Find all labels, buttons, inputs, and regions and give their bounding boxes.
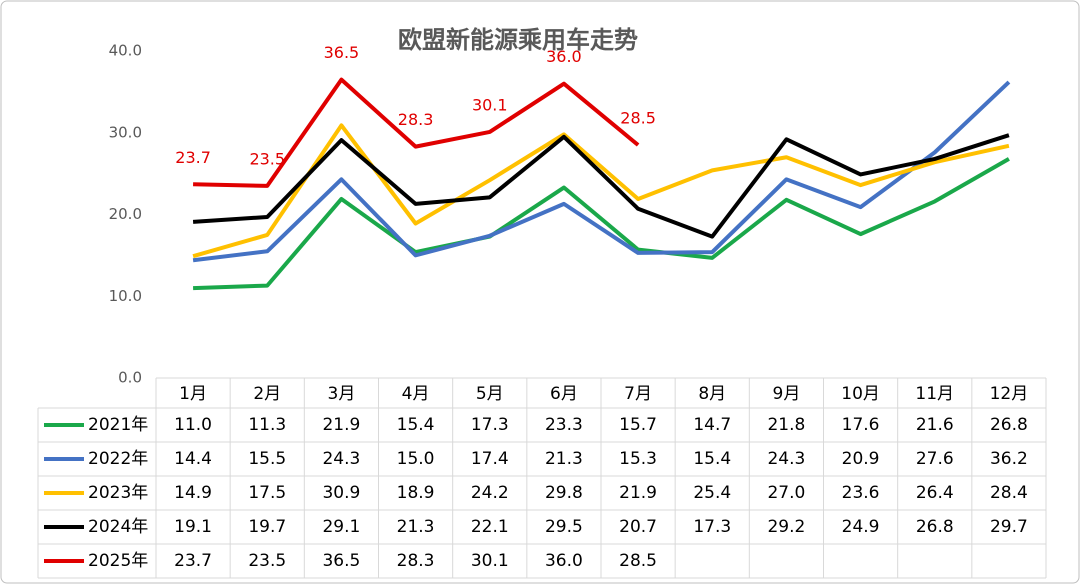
y-tick-label: 40.0 — [109, 42, 142, 60]
table-cell: 21.9 — [322, 415, 360, 435]
table-cell: 25.4 — [693, 483, 731, 503]
table-cell: 24.2 — [471, 483, 509, 503]
legend-label: 2025年 — [88, 551, 148, 571]
x-tick-label: 6月 — [550, 384, 578, 404]
table-cell: 17.3 — [471, 415, 509, 435]
table-cell: 19.1 — [174, 517, 212, 537]
table-cell: 22.1 — [471, 517, 509, 537]
data-label: 23.7 — [175, 148, 211, 167]
table-cell: 21.8 — [767, 415, 805, 435]
data-label: 30.1 — [472, 95, 508, 114]
x-tick-label: 9月 — [773, 384, 801, 404]
data-label: 28.3 — [398, 110, 434, 129]
series-line — [193, 157, 1010, 291]
table-cell: 23.3 — [545, 415, 583, 435]
x-tick-label: 3月 — [328, 384, 356, 404]
table-cell: 14.4 — [174, 449, 212, 469]
data-label: 23.5 — [249, 149, 285, 168]
table-cell: 23.6 — [842, 483, 880, 503]
y-tick-label: 30.0 — [109, 123, 142, 141]
table-cell: 29.2 — [767, 517, 805, 537]
table-cell: 15.0 — [397, 449, 435, 469]
table-cell: 15.4 — [397, 415, 435, 435]
table-cell: 28.4 — [990, 483, 1028, 503]
table-cell: 28.5 — [619, 551, 657, 571]
x-tick-label: 8月 — [698, 384, 726, 404]
table-cell: 21.3 — [397, 517, 435, 537]
table-cell: 27.0 — [767, 483, 805, 503]
data-label: 36.5 — [324, 43, 360, 62]
table-cell: 23.5 — [248, 551, 286, 571]
table-cell: 11.3 — [248, 415, 286, 435]
table-cell: 26.8 — [990, 415, 1028, 435]
x-tick-label: 10月 — [841, 384, 880, 404]
y-tick-label: 10.0 — [109, 287, 142, 305]
data-label: 28.5 — [620, 109, 656, 128]
table-cell: 15.3 — [619, 449, 657, 469]
x-tick-label: 7月 — [624, 384, 652, 404]
table-cell: 15.5 — [248, 449, 286, 469]
series-line — [192, 80, 1011, 263]
table-cell: 26.4 — [916, 483, 954, 503]
table-cell: 21.6 — [916, 415, 954, 435]
x-tick-label: 1月 — [179, 384, 207, 404]
series-line — [192, 123, 1010, 259]
table-cell: 17.6 — [842, 415, 880, 435]
table-cell: 17.4 — [471, 449, 509, 469]
table-cell: 20.9 — [842, 449, 880, 469]
table-cell: 30.1 — [471, 551, 509, 571]
y-tick-label: 0.0 — [118, 369, 142, 387]
x-tick-label: 11月 — [915, 384, 954, 404]
table-cell: 20.7 — [619, 517, 657, 537]
table-cell: 19.7 — [248, 517, 286, 537]
table-cell: 26.8 — [916, 517, 954, 537]
table-cell: 17.3 — [693, 517, 731, 537]
table-cell: 29.8 — [545, 483, 583, 503]
x-tick-label: 12月 — [990, 384, 1029, 404]
data-label: 36.0 — [546, 47, 582, 66]
table-cell: 29.1 — [322, 517, 360, 537]
table-cell: 36.5 — [322, 551, 360, 571]
x-tick-label: 5月 — [476, 384, 504, 404]
table-cell: 24.3 — [767, 449, 805, 469]
table-cell: 17.5 — [248, 483, 286, 503]
table-cell: 28.3 — [397, 551, 435, 571]
table-cell: 21.3 — [545, 449, 583, 469]
table-cell: 29.5 — [545, 517, 583, 537]
legend-label: 2022年 — [88, 449, 148, 469]
table-cell: 36.2 — [990, 449, 1028, 469]
x-tick-label: 4月 — [402, 384, 430, 404]
table-cell: 21.9 — [619, 483, 657, 503]
table-cell: 14.7 — [693, 415, 731, 435]
table-cell: 36.0 — [545, 551, 583, 571]
y-tick-label: 20.0 — [109, 205, 142, 223]
legend-label: 2021年 — [88, 415, 148, 435]
table-cell: 18.9 — [397, 483, 435, 503]
table-cell: 11.0 — [174, 415, 212, 435]
legend-label: 2023年 — [88, 483, 148, 503]
x-tick-label: 2月 — [253, 384, 281, 404]
table-cell: 27.6 — [916, 449, 954, 469]
chart-title: 欧盟新能源乘用车走势 — [398, 26, 638, 54]
series-line — [193, 77, 640, 188]
table-cell: 15.4 — [693, 449, 731, 469]
table-cell: 24.9 — [842, 517, 880, 537]
table-cell: 23.7 — [174, 551, 212, 571]
table-cell: 30.9 — [322, 483, 360, 503]
table-cell: 14.9 — [174, 483, 212, 503]
table-cell: 29.7 — [990, 517, 1028, 537]
legend-label: 2024年 — [88, 517, 148, 537]
series-line — [192, 133, 1010, 239]
table-cell: 15.7 — [619, 415, 657, 435]
table-cell: 24.3 — [322, 449, 360, 469]
